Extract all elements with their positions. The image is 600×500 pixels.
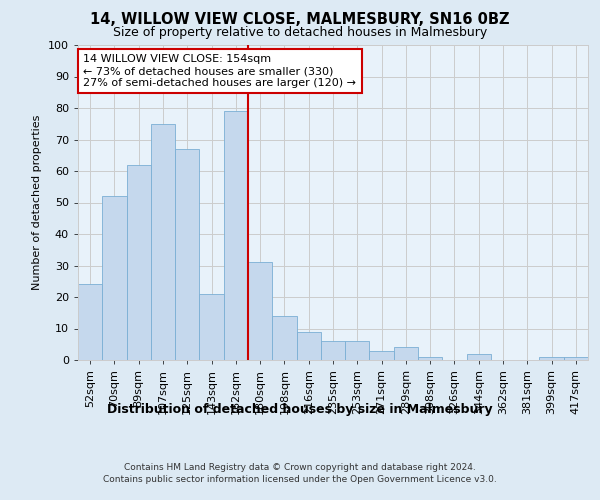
Bar <box>296 332 321 360</box>
Bar <box>345 341 370 360</box>
Bar <box>224 111 248 360</box>
Bar <box>175 149 199 360</box>
Y-axis label: Number of detached properties: Number of detached properties <box>32 115 43 290</box>
Bar <box>370 350 394 360</box>
Bar <box>321 341 345 360</box>
Bar <box>467 354 491 360</box>
Text: Contains public sector information licensed under the Open Government Licence v3: Contains public sector information licen… <box>103 475 497 484</box>
Bar <box>539 357 564 360</box>
Bar <box>418 357 442 360</box>
Text: Size of property relative to detached houses in Malmesbury: Size of property relative to detached ho… <box>113 26 487 39</box>
Bar <box>394 348 418 360</box>
Bar <box>199 294 224 360</box>
Text: 14 WILLOW VIEW CLOSE: 154sqm
← 73% of detached houses are smaller (330)
27% of s: 14 WILLOW VIEW CLOSE: 154sqm ← 73% of de… <box>83 54 356 88</box>
Bar <box>78 284 102 360</box>
Bar <box>564 357 588 360</box>
Bar <box>151 124 175 360</box>
Text: 14, WILLOW VIEW CLOSE, MALMESBURY, SN16 0BZ: 14, WILLOW VIEW CLOSE, MALMESBURY, SN16 … <box>90 12 510 28</box>
Bar <box>102 196 127 360</box>
Text: Distribution of detached houses by size in Malmesbury: Distribution of detached houses by size … <box>107 402 493 415</box>
Bar <box>127 164 151 360</box>
Bar <box>248 262 272 360</box>
Text: Contains HM Land Registry data © Crown copyright and database right 2024.: Contains HM Land Registry data © Crown c… <box>124 462 476 471</box>
Bar <box>272 316 296 360</box>
